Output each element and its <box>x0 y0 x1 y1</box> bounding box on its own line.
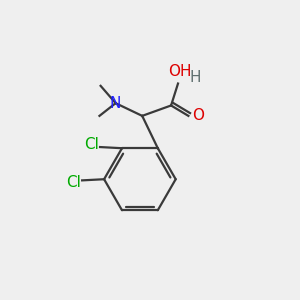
Text: N: N <box>110 96 121 111</box>
Text: Cl: Cl <box>66 175 81 190</box>
Text: OH: OH <box>168 64 192 80</box>
Text: O: O <box>193 108 205 123</box>
Text: H: H <box>189 70 201 85</box>
Text: Cl: Cl <box>84 137 99 152</box>
